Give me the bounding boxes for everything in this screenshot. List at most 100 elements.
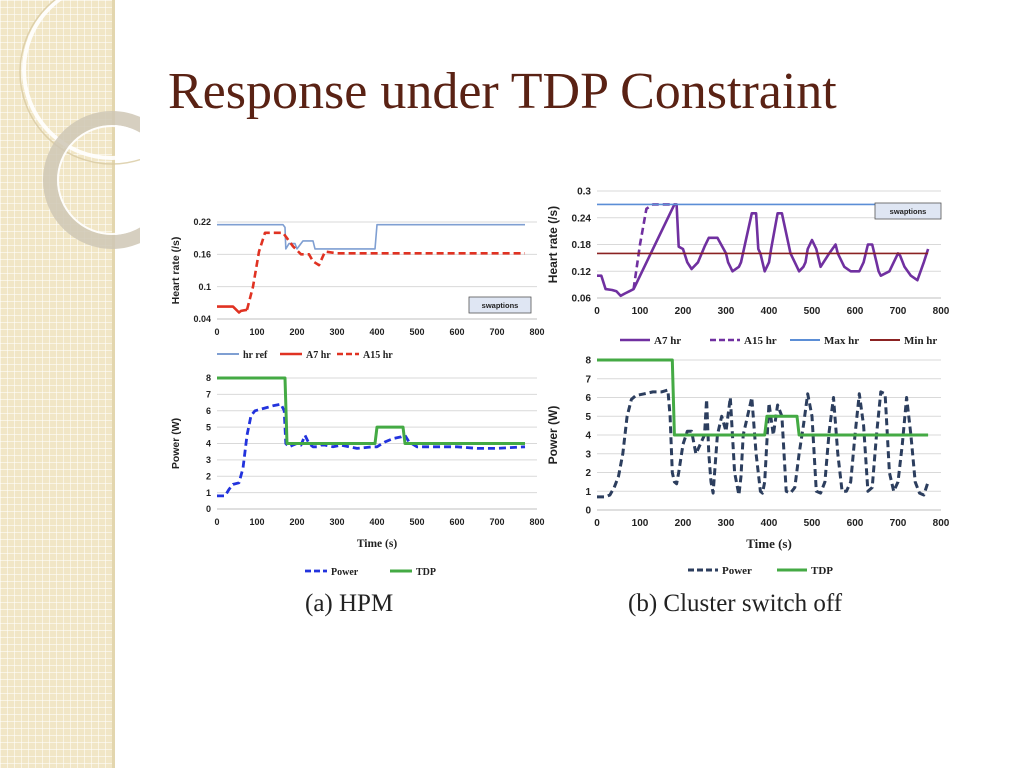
hpm-hr-xtick-label: 600 (449, 327, 464, 337)
hpm-power-ytick-label: 2 (206, 471, 211, 481)
hpm-power-ytick-label: 6 (206, 406, 211, 416)
hpm-hr-xtick-label: 100 (249, 327, 264, 337)
hpm-power-xtick-label: 500 (409, 517, 424, 527)
switch-hr-legend-label: A7 hr (654, 335, 681, 347)
hpm-power-ytick-label: 7 (206, 390, 211, 400)
switch-power-legend-label: Power (722, 565, 752, 577)
switch-power-ytick-label: 5 (585, 412, 591, 423)
switch-power-ytick-label: 1 (585, 487, 591, 498)
hpm-hr-legend-label: A15 hr (363, 350, 393, 361)
switch-hr-legend-label: Max hr (824, 335, 859, 347)
hpm-hr-xtick-label: 800 (529, 327, 544, 337)
switch-power-xtick-label: 300 (718, 518, 735, 529)
switch-power-ytick-label: 8 (585, 356, 591, 367)
hpm-power-xtick-label: 400 (369, 517, 384, 527)
switch-power-xtick-label: 200 (675, 518, 692, 529)
switch-hr-xtick-label: 100 (632, 306, 649, 317)
switch-hr-xtick-label: 600 (847, 306, 864, 317)
ring-small (43, 111, 140, 249)
hpm-hr-xtick-label: 400 (369, 327, 384, 337)
switch-power-legend-label: TDP (811, 565, 833, 577)
hpm-power-ylabel: Power (W) (170, 418, 182, 469)
hpm-power-xtick-label: 200 (289, 517, 304, 527)
switch-power-xtick-label: 100 (632, 518, 649, 529)
hpm-power-xtick-label: 700 (489, 517, 504, 527)
hpm-power-ytick-label: 3 (206, 455, 211, 465)
hpm-power-xtick-label: 800 (529, 517, 544, 527)
hpm-hr-ytick-label: 0.1 (198, 282, 211, 292)
hpm-hr-ytick-label: 0.04 (193, 314, 211, 324)
hpm-hr-ytick-label: 0.22 (193, 217, 211, 227)
switch-power-ytick-label: 2 (585, 468, 591, 479)
hpm-hr-series-a7-hr (217, 305, 248, 314)
hpm-power-ytick-label: 5 (206, 422, 211, 432)
hpm-hr-ytick-label: 0.16 (193, 249, 211, 259)
hpm-power-xtick-label: 600 (449, 517, 464, 527)
hpm-hr-series-a15-hr (245, 231, 525, 311)
switch-power-chart: 0 1 2 3 4 5 6 7 8 0 100 200 300 400 500 600 700 800 Power … (546, 356, 950, 578)
caption-hpm: (a) HPM (305, 590, 394, 617)
hpm-hr-xtick-label: 700 (489, 327, 504, 337)
switch-hr-ytick-label: 0.24 (572, 213, 592, 224)
hpm-power-series-power (217, 402, 526, 498)
switch-power-xlabel: Time (s) (746, 536, 792, 551)
hpm-power-ytick-label: 1 (206, 488, 211, 498)
hpm-power-panel (165, 368, 555, 583)
switch-power-ytick-label: 6 (585, 393, 591, 404)
switch-hr-annotation-box (874, 202, 942, 220)
switch-hr-xtick-label: 200 (675, 306, 692, 317)
hpm-power-legend-label: TDP (416, 567, 436, 578)
hpm-hr-annotation-box (468, 296, 532, 314)
switch-hr-xtick-label: 400 (761, 306, 778, 317)
ring-large (22, 0, 140, 160)
hpm-hr-panel (165, 198, 555, 378)
hpm-hr-ylabel: Heart rate (/s) (170, 237, 182, 305)
switch-hr-xtick-label: 700 (890, 306, 907, 317)
hpm-power-ytick-label: 8 (206, 373, 211, 383)
hpm-power-xtick-label: 100 (249, 517, 264, 527)
decorative-rings (19, 0, 140, 249)
switch-hr-xtick-label: 800 (933, 306, 950, 317)
caption-cluster-switch-off: (b) Cluster switch off (628, 590, 843, 617)
ring-small-inner (57, 125, 140, 235)
hpm-hr-xtick-label: 200 (289, 327, 304, 337)
switch-power-xtick-label: 600 (847, 518, 864, 529)
switch-power-xtick-label: 700 (890, 518, 907, 529)
hpm-hr-xtick-label: 0 (214, 327, 219, 337)
switch-power-xtick-label: 800 (933, 518, 950, 529)
switch-power-ytick-label: 7 (585, 374, 591, 385)
switch-hr-ylabel: Heart rate (/s) (546, 206, 560, 283)
switch-power-panel (558, 350, 965, 590)
switch-hr-xtick-label: 0 (594, 306, 600, 317)
hpm-hr-legend-label: A7 hr (306, 350, 331, 361)
hpm-power-ytick-label: 0 (206, 504, 211, 514)
switch-power-ytick-label: 3 (585, 449, 591, 460)
switch-hr-annotation-text: swaptions (890, 207, 927, 216)
switch-power-ytick-label: 0 (585, 506, 591, 517)
switch-hr-legend-label: A15 hr (744, 335, 777, 347)
hpm-hr-xtick-label: 500 (409, 327, 424, 337)
hpm-hr-annotation-text: swaptions (482, 301, 519, 310)
switch-power-xtick-label: 400 (761, 518, 778, 529)
ring-large-shadow (19, 0, 140, 165)
switch-hr-ytick-label: 0.3 (577, 187, 591, 198)
switch-hr-xtick-label: 500 (804, 306, 821, 317)
hpm-power-xlabel: Time (s) (357, 538, 398, 550)
switch-hr-legend-label: Min hr (904, 335, 937, 347)
hpm-hr-xtick-label: 300 (329, 327, 344, 337)
switch-hr-ytick-label: 0.06 (572, 294, 592, 305)
switch-hr-xtick-label: 300 (718, 306, 735, 317)
switch-power-ylabel: Power (W) (546, 406, 560, 465)
switch-hr-ytick-label: 0.18 (572, 240, 592, 251)
switch-hr-ytick-label: 0.12 (572, 267, 592, 278)
switch-power-ytick-label: 4 (585, 431, 591, 442)
figure-canvas: 0.040.10.160.220 100 200 300 400 500 600 700 800… (165, 178, 965, 590)
hpm-power-xtick-label: 0 (214, 517, 219, 527)
switch-hr-chart: 0.06 0.12 0.18 0.24 0.3 0 100 200 300 400 500 600 70… (546, 187, 950, 348)
switch-power-series-power (597, 388, 930, 499)
switch-power-xtick-label: 500 (804, 518, 821, 529)
switch-power-xtick-label: 0 (594, 518, 600, 529)
switch-hr-series-a7-hr (597, 203, 930, 298)
hpm-hr-legend-label: hr ref (243, 350, 268, 361)
hpm-power-xtick-label: 300 (329, 517, 344, 527)
